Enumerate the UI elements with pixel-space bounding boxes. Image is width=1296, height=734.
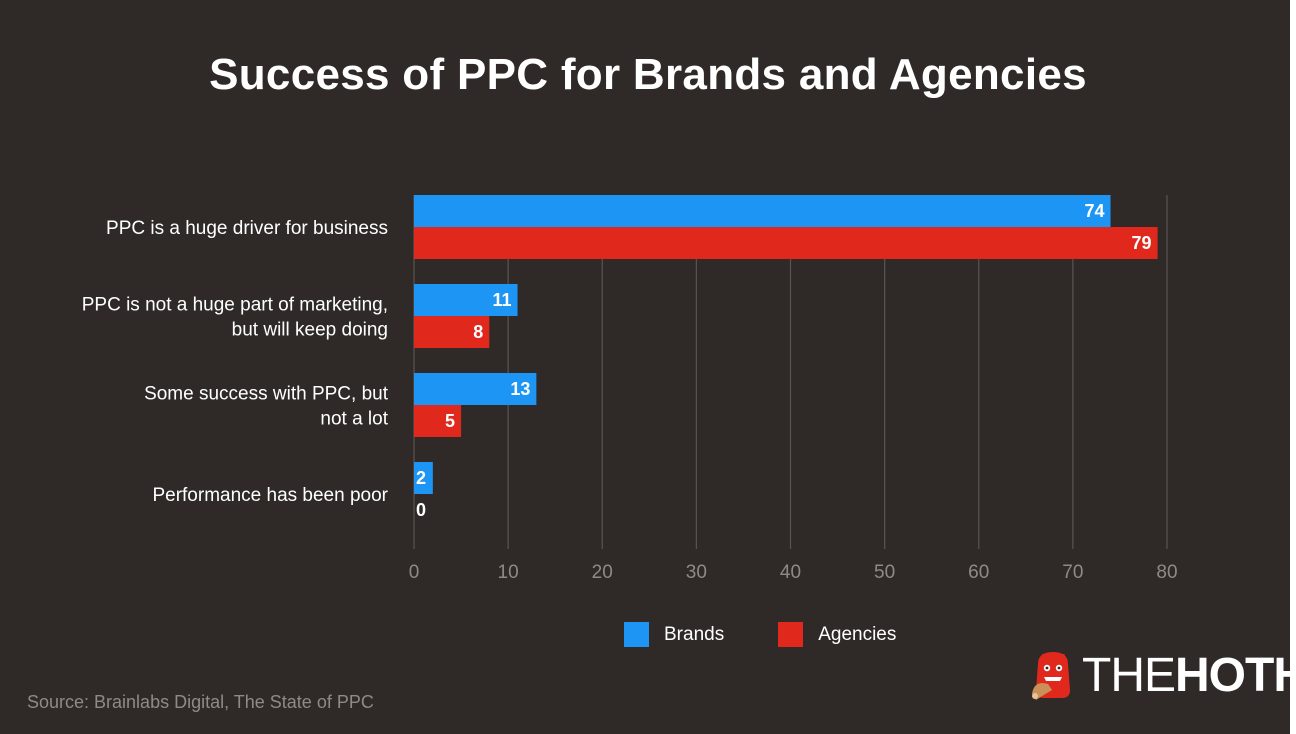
category-label-0-line-0: PPC is a huge driver for business <box>106 218 388 239</box>
category-label-3-line-0: Performance has been poor <box>152 485 388 506</box>
x-tick-label-40: 40 <box>780 562 801 583</box>
category-labels: PPC is a huge driver for business PPC is … <box>82 218 389 506</box>
category-label-1-line-1: but will keep doing <box>232 320 388 341</box>
value-label-agencies-0: 79 <box>1132 233 1152 253</box>
bar-agencies-1 <box>414 316 490 348</box>
x-tick-label-0: 0 <box>409 562 420 583</box>
x-tick-label-10: 10 <box>498 562 519 583</box>
page-edge <box>1290 0 1296 734</box>
thehoth-logo: THEHOTH <box>1030 648 1296 703</box>
x-tick-label-20: 20 <box>592 562 613 583</box>
x-tick-label-80: 80 <box>1156 562 1177 583</box>
value-label-agencies-2: 5 <box>445 411 455 431</box>
value-label-brands-1: 11 <box>493 290 512 310</box>
bar-brands-3 <box>414 462 433 494</box>
value-labels: 74 11 13 2 79 8 5 0 <box>416 201 1152 520</box>
category-label-2-line-0: Some success with PPC, but <box>144 384 389 405</box>
chart-title: Success of PPC for Brands and Agencies <box>209 50 1087 99</box>
value-label-agencies-1: 8 <box>473 322 483 342</box>
x-tick-label-30: 30 <box>686 562 707 583</box>
value-label-brands-0: 74 <box>1084 201 1104 221</box>
legend-label-brands: Brands <box>664 623 725 645</box>
bars <box>414 195 1158 494</box>
bar-agencies-0 <box>414 227 1158 259</box>
legend-item-brands: Brands <box>624 622 724 647</box>
legend-swatch-agencies <box>778 622 804 647</box>
bar-brands-2 <box>414 373 537 405</box>
logo-wordmark: THEHOTH <box>1082 648 1296 703</box>
x-tick-label-50: 50 <box>874 562 895 583</box>
value-label-agencies-3: 0 <box>416 500 426 520</box>
bar-brands-0 <box>414 195 1111 227</box>
logo-text-hoth: HOTH <box>1175 649 1296 702</box>
category-label-1-line-0: PPC is not a huge part of marketing, <box>82 295 388 316</box>
hoth-mascot-icon <box>1032 651 1070 700</box>
logo-text-the: THE <box>1082 649 1176 702</box>
value-label-brands-2: 13 <box>510 379 530 399</box>
category-label-2-line-1: not a lot <box>320 409 388 430</box>
bar-brands-1 <box>414 284 518 316</box>
legend-item-agencies: Agencies <box>778 622 896 647</box>
legend-swatch-brands <box>624 622 649 647</box>
legend: Brands Agencies <box>624 622 950 647</box>
x-tick-label-60: 60 <box>968 562 989 583</box>
bar-agencies-2 <box>414 405 462 437</box>
x-tick-label-70: 70 <box>1062 562 1083 583</box>
value-label-brands-3: 2 <box>416 468 426 488</box>
legend-label-agencies: Agencies <box>818 623 897 645</box>
source-note: Source: Brainlabs Digital, The State of … <box>27 692 374 712</box>
x-axis-ticks: 0 10 20 30 40 50 60 70 80 <box>409 562 1178 583</box>
